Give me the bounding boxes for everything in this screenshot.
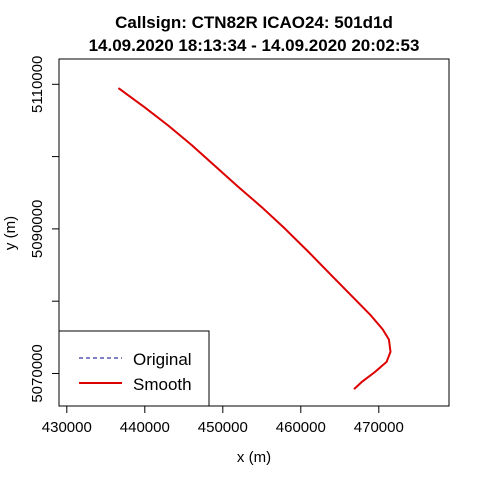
x-tick-label: 470000 [354, 419, 404, 436]
series-layer [118, 87, 392, 390]
legend-label-original: Original [133, 350, 192, 369]
legend: Original Smooth [58, 330, 210, 407]
x-tick-label: 440000 [120, 419, 170, 436]
chart-title-line2: 14.09.2020 18:13:34 - 14.09.2020 20:02:5… [89, 36, 420, 55]
y-tick-label: 5070000 [29, 344, 46, 402]
x-tick-label: 430000 [42, 419, 92, 436]
legend-label-smooth: Smooth [133, 375, 192, 394]
y-tick-label: 5110000 [29, 56, 46, 113]
y-axis-label: y (m) [2, 216, 19, 250]
y-axis: 5070000 5090000 5110000 [29, 56, 60, 403]
x-axis: 430000 440000 450000 460000 470000 [42, 405, 404, 436]
legend-box [58, 330, 210, 407]
x-tick-label: 460000 [276, 419, 326, 436]
x-tick-label: 450000 [198, 419, 248, 436]
chart-title-line1: Callsign: CTN82R ICAO24: 501d1d [115, 13, 393, 32]
series-line-smooth [118, 87, 392, 390]
y-tick-label: 5090000 [29, 200, 46, 258]
x-axis-label: x (m) [237, 449, 271, 466]
